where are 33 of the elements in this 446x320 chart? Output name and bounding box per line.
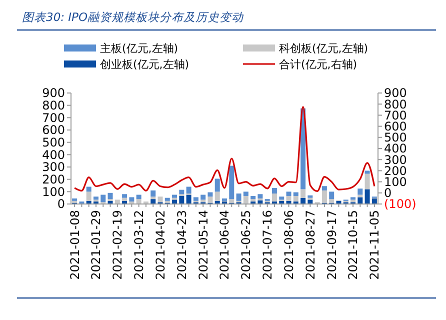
y2-tick-label: (100) <box>384 197 416 212</box>
x-tick-label: 2021-10-15 <box>346 210 360 280</box>
y2-tick-label: 100 <box>384 175 407 189</box>
y-tick-label: 0 <box>57 197 65 212</box>
x-tick-label: 2021-08-27 <box>303 210 318 280</box>
x-tick-label: 2021-04-23 <box>174 210 189 280</box>
y-tick-label: 100 <box>42 184 65 199</box>
legend-label: 科创板(亿元,左轴) <box>279 42 368 55</box>
x-tick-label: 2021-11-05 <box>368 210 382 280</box>
y2-tick-label: 600 <box>384 120 407 134</box>
x-tick-label: 2021-08-06 <box>282 210 296 280</box>
x-tick-label: 2021-02-19 <box>110 210 125 280</box>
x-tick-label: 2021-04-02 <box>153 210 168 280</box>
x-tick-label: 2021-07-16 <box>260 210 275 280</box>
legend-label: 创业板(亿元,左轴) <box>100 58 190 71</box>
x-tick-label: 2021-09-17 <box>324 210 339 280</box>
legend-label: 主板(亿元,左轴) <box>100 42 178 55</box>
y-tick-label: 400 <box>42 148 65 162</box>
y-tick-label: 900 <box>42 86 65 100</box>
y-tick-label: 200 <box>42 172 65 187</box>
x-tick-label: 2021-06-04 <box>218 210 232 280</box>
x-tick-label: 2021-06-25 <box>239 210 254 280</box>
y-tick-label: 800 <box>42 98 65 113</box>
x-tick-label: 2021-05-14 <box>196 210 210 280</box>
y-tick-label: 500 <box>42 136 65 150</box>
x-tick-label: 2021-01-29 <box>89 210 104 280</box>
x-tick-label: 2021-03-12 <box>132 210 146 280</box>
chart-title: 图表30: IPO融资规模板块分布及历史变动 <box>22 10 245 24</box>
y-tick-label: 700 <box>42 110 65 125</box>
y-tick-label: 300 <box>42 160 65 174</box>
y-tick-label: 600 <box>42 123 65 138</box>
x-tick-label: 2021-01-08 <box>68 210 82 280</box>
legend-label: 合计(亿元,右轴) <box>279 58 358 71</box>
